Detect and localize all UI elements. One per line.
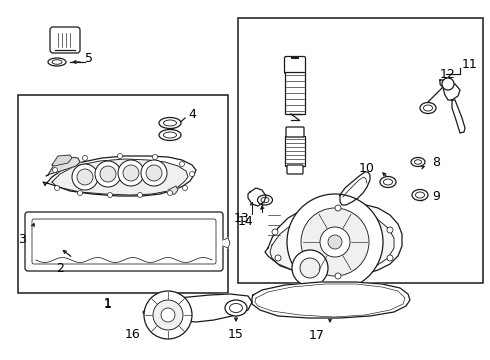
Ellipse shape — [164, 120, 176, 126]
Circle shape — [301, 208, 369, 276]
Text: 8: 8 — [432, 157, 440, 170]
Circle shape — [272, 229, 278, 235]
Circle shape — [118, 160, 144, 186]
Text: 15: 15 — [228, 328, 244, 341]
Polygon shape — [52, 155, 72, 166]
Text: 4: 4 — [188, 108, 196, 122]
Circle shape — [72, 164, 98, 190]
Circle shape — [442, 78, 454, 90]
Circle shape — [287, 194, 383, 290]
Polygon shape — [270, 210, 394, 274]
Text: 5: 5 — [85, 53, 93, 66]
Circle shape — [77, 169, 93, 185]
Bar — [285, 136, 305, 166]
Circle shape — [179, 162, 185, 166]
Ellipse shape — [384, 179, 392, 185]
Text: 14: 14 — [237, 215, 253, 228]
Circle shape — [335, 205, 341, 211]
Ellipse shape — [258, 195, 272, 205]
Ellipse shape — [52, 60, 62, 64]
Ellipse shape — [416, 192, 424, 198]
Text: 11: 11 — [462, 58, 478, 72]
FancyBboxPatch shape — [25, 212, 223, 271]
Circle shape — [387, 227, 393, 233]
Ellipse shape — [164, 132, 176, 138]
Text: 10: 10 — [359, 162, 375, 175]
Polygon shape — [452, 100, 465, 133]
Circle shape — [275, 255, 281, 261]
Circle shape — [190, 171, 195, 176]
Ellipse shape — [48, 58, 66, 66]
Circle shape — [168, 190, 172, 195]
Text: 13: 13 — [234, 212, 250, 225]
Ellipse shape — [261, 197, 269, 203]
Circle shape — [144, 291, 192, 339]
Ellipse shape — [380, 176, 396, 188]
Polygon shape — [143, 294, 252, 322]
Circle shape — [300, 258, 320, 278]
Circle shape — [82, 156, 88, 161]
Polygon shape — [248, 188, 266, 206]
Ellipse shape — [411, 158, 425, 166]
Polygon shape — [223, 238, 230, 248]
FancyBboxPatch shape — [50, 27, 80, 53]
Text: 3: 3 — [18, 233, 26, 246]
Text: 1: 1 — [104, 297, 112, 310]
Ellipse shape — [412, 189, 428, 201]
Circle shape — [95, 161, 121, 187]
Circle shape — [153, 300, 183, 330]
Polygon shape — [252, 282, 410, 318]
Circle shape — [107, 193, 113, 198]
Ellipse shape — [415, 160, 421, 164]
Circle shape — [54, 185, 59, 190]
Bar — [238, 18, 483, 283]
Ellipse shape — [225, 300, 247, 316]
Circle shape — [292, 250, 328, 286]
Circle shape — [141, 160, 167, 186]
Circle shape — [152, 154, 157, 159]
FancyBboxPatch shape — [286, 127, 304, 137]
Circle shape — [77, 190, 82, 195]
Circle shape — [146, 165, 162, 181]
Text: 16: 16 — [124, 328, 140, 341]
Circle shape — [100, 166, 116, 182]
Circle shape — [118, 153, 122, 158]
Ellipse shape — [420, 103, 436, 113]
Text: 17: 17 — [309, 329, 325, 342]
FancyBboxPatch shape — [287, 165, 303, 174]
Circle shape — [328, 235, 342, 249]
Ellipse shape — [423, 105, 433, 111]
Text: 1: 1 — [104, 298, 112, 311]
Polygon shape — [265, 202, 402, 276]
Polygon shape — [440, 80, 460, 100]
Ellipse shape — [159, 130, 181, 140]
Text: 7: 7 — [314, 217, 322, 230]
Circle shape — [335, 273, 341, 279]
Bar — [18, 95, 228, 293]
Circle shape — [387, 255, 393, 261]
Circle shape — [182, 185, 188, 190]
Text: 12: 12 — [440, 68, 456, 81]
Circle shape — [320, 227, 350, 257]
Text: 6: 6 — [351, 290, 359, 303]
Polygon shape — [168, 186, 178, 194]
Circle shape — [161, 308, 175, 322]
Circle shape — [52, 167, 57, 172]
Circle shape — [138, 193, 143, 198]
Bar — [285, 72, 305, 114]
Polygon shape — [46, 157, 80, 176]
Ellipse shape — [229, 303, 243, 312]
Circle shape — [123, 165, 139, 181]
FancyBboxPatch shape — [285, 57, 305, 73]
Text: 9: 9 — [432, 189, 440, 202]
Polygon shape — [43, 156, 196, 196]
Text: 2: 2 — [56, 262, 64, 275]
Ellipse shape — [159, 117, 181, 129]
Polygon shape — [52, 159, 188, 195]
